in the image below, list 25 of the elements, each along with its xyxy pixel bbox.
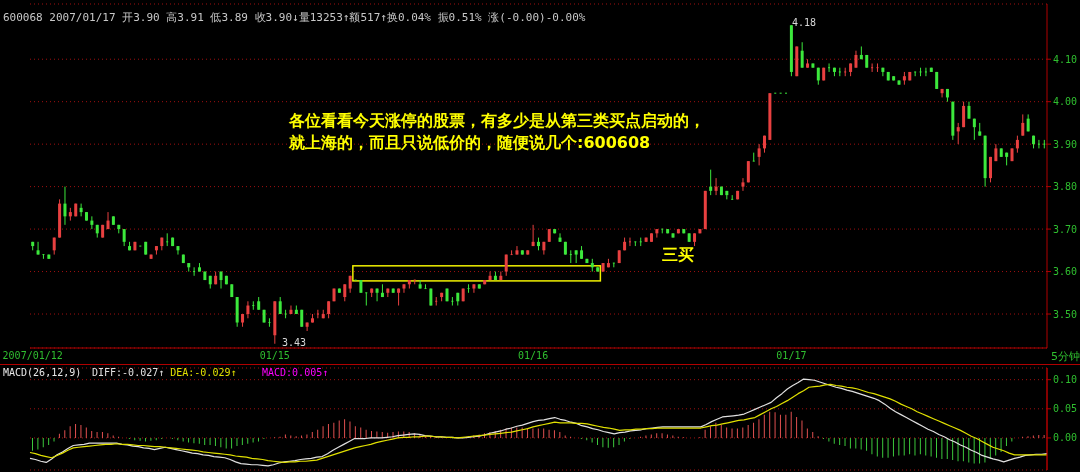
y-tick-label: 3.60 (1053, 266, 1078, 278)
y-tick-label: 4.00 (1053, 96, 1078, 108)
text: 600068 2007/01/17 开3.90 高3.91 低3.89 收3.90↓量13253↑额517↑换0.04% 振0.51% 涨(-0.00)-0.00% (3, 10, 586, 25)
y-tick-label: 0.05 (1053, 403, 1078, 415)
annotation: 三买 (662, 245, 694, 264)
y-tick-label: 0.10 (1053, 374, 1078, 386)
y-tick-label: 0.00 (1053, 432, 1078, 444)
y-tick-label: 3.50 (1053, 308, 1078, 320)
annotation: 各位看看今天涨停的股票，有多少是从第三类买点启动的， (289, 111, 705, 130)
y-tick-label: 3.80 (1053, 181, 1078, 193)
y-tick-label: 3.90 (1053, 138, 1078, 150)
annotation: 就上海的，而且只说低价的，随便说几个:600608 (289, 133, 651, 152)
text: DIFF:-0.027↑ (92, 367, 165, 378)
y-tick-label: 4.10 (1053, 53, 1078, 65)
annotation: 4.18 (792, 17, 817, 28)
x-tick-label: 01/17 (776, 350, 807, 361)
annotation: 3.43 (282, 337, 307, 348)
text: MACD:0.005↑ (262, 367, 329, 378)
x-tick-label: 2007/01/12 (2, 350, 63, 361)
text: 5分钟 (1051, 350, 1080, 364)
chart-title: MACD(26,12,9) (3, 367, 82, 378)
text: DEA:-0.029↑ (170, 367, 237, 378)
x-tick-label: 01/15 (259, 350, 290, 361)
x-tick-label: 01/16 (518, 350, 549, 361)
y-tick-label: 3.70 (1053, 223, 1078, 235)
